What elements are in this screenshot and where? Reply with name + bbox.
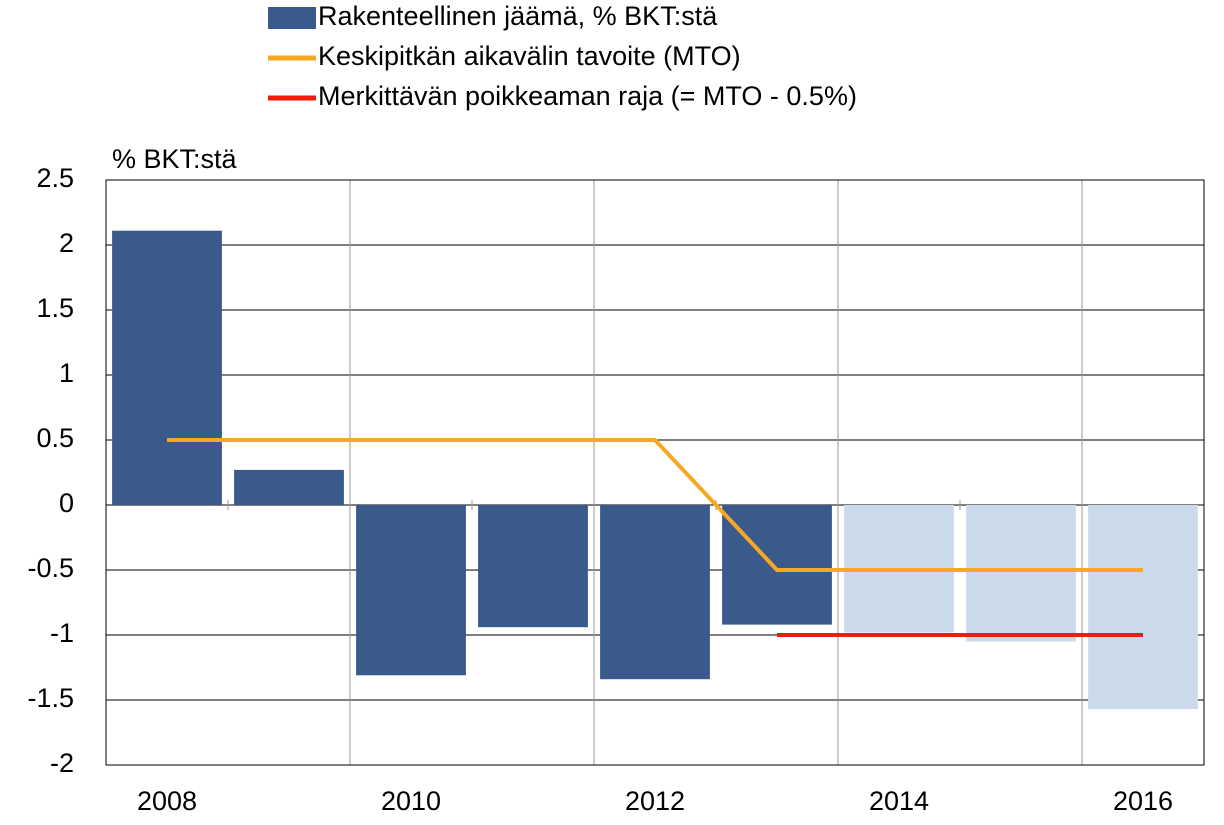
x-tick-label: 2014: [869, 786, 929, 816]
y-tick-label: 1: [59, 358, 74, 388]
bar: [112, 230, 222, 505]
legend-label: Merkittävän poikkeaman raja (= MTO - 0.5…: [318, 81, 857, 111]
y-tick-label: 0.5: [36, 423, 74, 453]
y-tick-label: 2: [59, 228, 74, 258]
y-tick-label: -2: [50, 748, 74, 778]
legend-label: Rakenteellinen jäämä, % BKT:stä: [318, 1, 718, 31]
x-tick-label: 2016: [1113, 786, 1173, 816]
y-axis-label: % BKT:stä: [112, 144, 238, 174]
y-tick-label: 2.5: [36, 163, 74, 193]
y-tick-label: 1.5: [36, 293, 74, 323]
bar: [600, 505, 710, 680]
legend-label: Keskipitkän aikavälin tavoite (MTO): [318, 41, 741, 71]
plot-border: [105, 179, 1205, 766]
bar: [356, 505, 466, 676]
y-tick-label: -1.5: [27, 683, 74, 713]
y-tick-label: 0: [59, 488, 74, 518]
bar: [478, 505, 588, 628]
bar: [1088, 505, 1198, 710]
bar: [234, 469, 344, 505]
legend-swatch: [268, 7, 316, 29]
bar: [966, 505, 1076, 642]
x-tick-label: 2008: [137, 786, 197, 816]
y-tick-label: -1: [50, 618, 74, 648]
y-tick-label: -0.5: [27, 553, 74, 583]
line: [167, 438, 1143, 572]
bar: [722, 505, 832, 625]
x-tick-label: 2012: [625, 786, 685, 816]
x-tick-label: 2010: [381, 786, 441, 816]
